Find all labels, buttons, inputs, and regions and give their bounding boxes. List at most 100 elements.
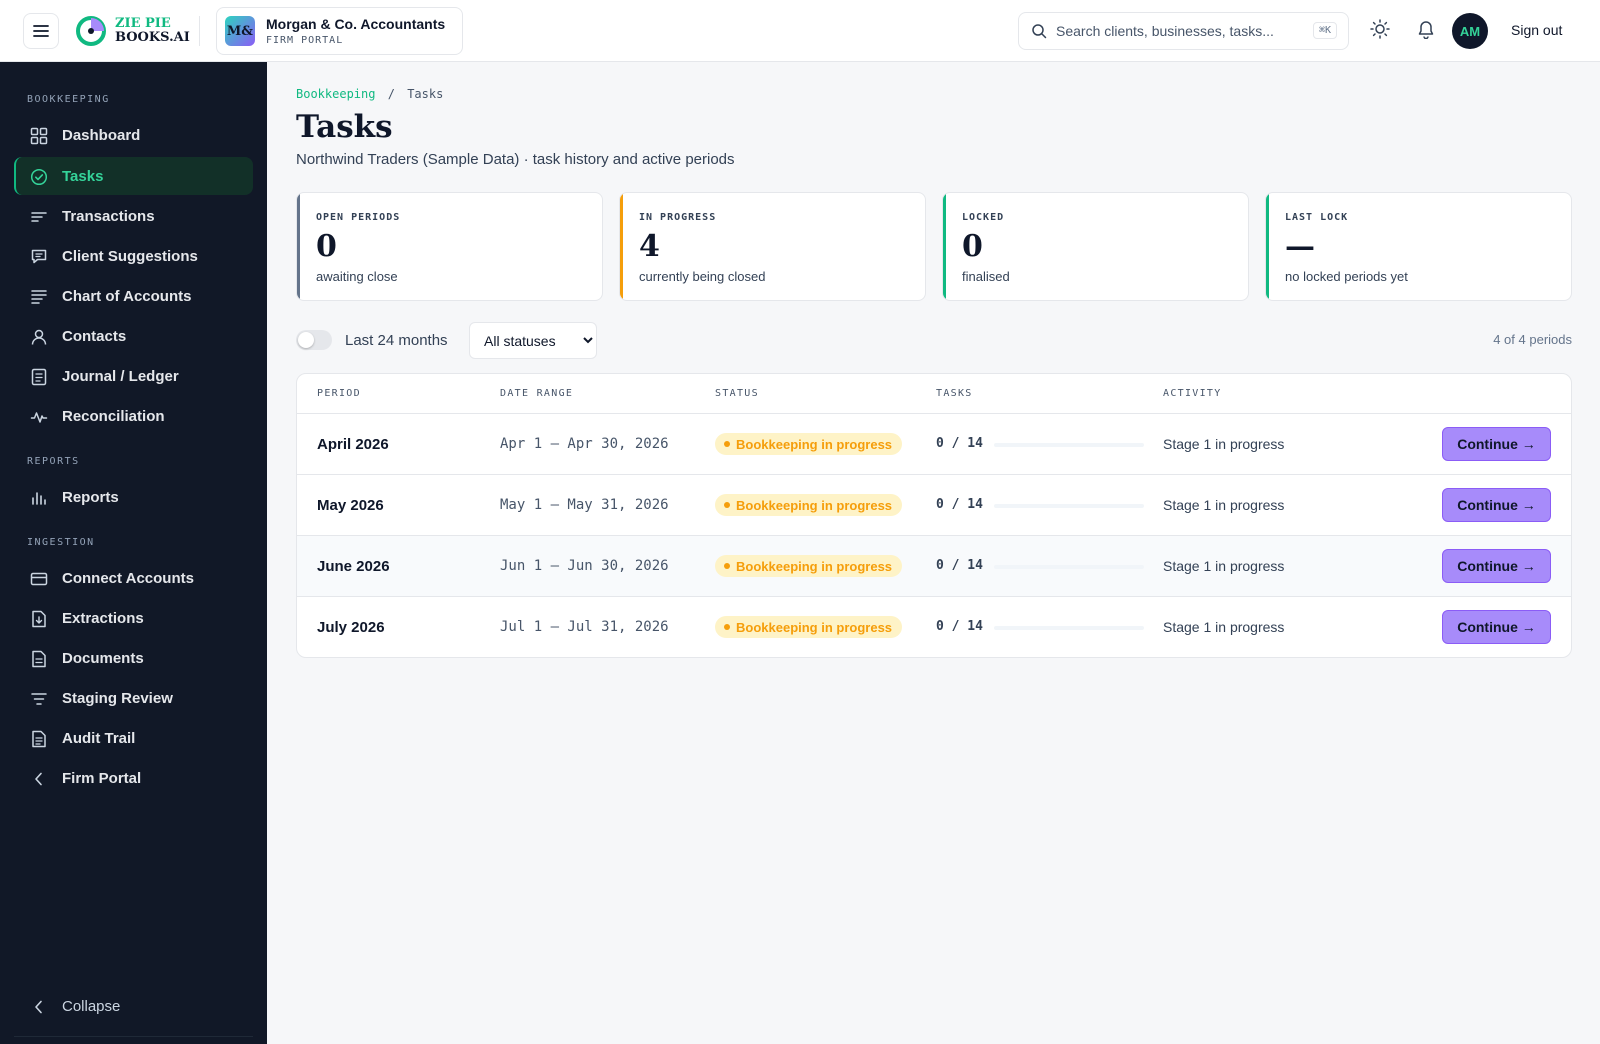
stat-locked: LOCKED 0 finalised (942, 192, 1249, 301)
section-reports: REPORTS (27, 456, 80, 467)
sidebar-item-staging-review[interactable]: Staging Review (14, 679, 253, 717)
task-count: 0 / 14 (936, 436, 983, 451)
sidebar-item-extractions[interactable]: Extractions (14, 599, 253, 637)
stat-note: awaiting close (316, 269, 398, 284)
sidebar-item-label: Contacts (62, 328, 127, 345)
firm-badge: M& (225, 16, 255, 46)
sidebar-item-dashboard[interactable]: Dashboard (14, 116, 253, 154)
sidebar-item-reconciliation[interactable]: Reconciliation (14, 397, 253, 435)
stat-label: LOCKED (962, 212, 1005, 223)
user-icon (31, 329, 47, 345)
breadcrumb-separator: / (387, 87, 395, 101)
stat-value: 0 (316, 229, 337, 264)
sidebar-item-client-suggestions[interactable]: Client Suggestions (14, 237, 253, 275)
sun-icon[interactable] (1370, 19, 1390, 39)
continue-button[interactable]: Continue → (1442, 549, 1551, 583)
chevron-left-icon (35, 772, 42, 786)
stat-accent (943, 193, 946, 300)
sidebar-item-audit-trail[interactable]: Audit Trail (14, 719, 253, 757)
stat-open-periods: OPEN PERIODS 0 awaiting close (296, 192, 603, 301)
stat-in-progress: IN PROGRESS 4 currently being closed (619, 192, 926, 301)
table-row[interactable]: July 2026 Jul 1 – Jul 31, 2026 Bookkeeping… (297, 597, 1571, 657)
table-header: PERIOD DATE RANGE STATUS TASKS ACTIVITY (297, 374, 1571, 414)
task-progress-bar (994, 626, 1144, 630)
table-row[interactable]: April 2026 Apr 1 – Apr 30, 2026 Bookkeepin… (297, 414, 1571, 475)
table-row[interactable]: June 2026 Jun 1 – Jun 30, 2026 Bookkeeping… (297, 536, 1571, 597)
table-row[interactable]: May 2026 May 1 – May 31, 2026 Bookkeeping … (297, 475, 1571, 536)
search-input[interactable] (1056, 21, 1306, 41)
bell-icon[interactable] (1417, 19, 1435, 39)
continue-button[interactable]: Continue → (1442, 610, 1551, 644)
sidebar-item-contacts[interactable]: Contacts (14, 317, 253, 355)
status-badge: Bookkeeping in progress (715, 433, 903, 455)
firm-name: Morgan & Co. Accountants (266, 16, 446, 32)
chevron-left-icon (35, 1000, 42, 1014)
task-count: 0 / 14 (936, 497, 983, 512)
activity-text: Stage 1 in progress (1163, 558, 1285, 574)
period-name: July 2026 (317, 619, 385, 636)
continue-button[interactable]: Continue → (1442, 427, 1551, 461)
stat-value: 0 (962, 229, 983, 264)
user-avatar[interactable]: AM (1452, 13, 1488, 49)
stat-note: currently being closed (639, 269, 766, 284)
stat-label: LAST LOCK (1285, 212, 1349, 223)
sidebar-item-chart-of-accounts[interactable]: Chart of Accounts (14, 277, 253, 315)
sidebar-item-label: Journal / Ledger (62, 368, 179, 385)
stat-accent (297, 193, 300, 300)
stat-accent (1266, 193, 1269, 300)
period-name: April 2026 (317, 436, 389, 453)
stat-label: OPEN PERIODS (316, 212, 401, 223)
sidebar-item-label: Transactions (62, 208, 155, 225)
sidebar-item-transactions[interactable]: Transactions (14, 197, 253, 235)
activity-text: Stage 1 in progress (1163, 619, 1285, 635)
column-header-status: STATUS (715, 388, 759, 399)
status-filter-select[interactable]: All statuses (469, 322, 597, 359)
status-text: Bookkeeping in progress (736, 619, 893, 635)
breadcrumb-current: Tasks (407, 87, 444, 101)
task-count: 0 / 14 (936, 558, 983, 573)
status-badge: Bookkeeping in progress (715, 616, 903, 638)
page-title: Tasks (296, 109, 393, 145)
last-24-months-toggle[interactable] (296, 330, 332, 350)
sidebar-item-reports[interactable]: Reports (14, 478, 253, 516)
status-dot-icon (724, 502, 730, 508)
sidebar-item-documents[interactable]: Documents (14, 639, 253, 677)
bar-chart-icon (32, 492, 46, 505)
top-header: ZIE PIE BOOKS.AI M& Morgan & Co. Account… (0, 0, 1600, 62)
breadcrumb-bookkeeping[interactable]: Bookkeeping (296, 87, 376, 101)
status-dot-icon (724, 624, 730, 630)
search-shortcut: ⌘K (1312, 22, 1337, 39)
column-header-date-range: DATE RANGE (500, 388, 574, 399)
stat-note: no locked periods yet (1285, 269, 1408, 284)
collapse-label: Collapse (62, 998, 121, 1015)
sidebar-item-label: Audit Trail (62, 730, 136, 747)
sidebar-item-tasks[interactable]: Tasks (14, 157, 253, 195)
sidebar: BOOKKEEPING Dashboard Tasks Transactions… (0, 62, 267, 1044)
global-search[interactable]: ⌘K (1018, 12, 1349, 50)
sidebar-item-journal-ledger[interactable]: Journal / Ledger (14, 357, 253, 395)
firm-switcher[interactable]: M& Morgan & Co. Accountants FIRM PORTAL (216, 7, 463, 55)
page-subtitle: Northwind Traders (Sample Data) · task h… (296, 151, 735, 168)
sidebar-item-label: Reports (62, 489, 119, 506)
task-progress-bar (994, 504, 1144, 508)
status-dot-icon (724, 441, 730, 447)
logo-pie-icon (76, 16, 106, 46)
app-logo[interactable]: ZIE PIE BOOKS.AI (75, 14, 190, 48)
search-icon (1032, 24, 1047, 39)
status-badge: Bookkeeping in progress (715, 494, 903, 516)
sign-out-button[interactable]: Sign out (1511, 22, 1563, 38)
stat-label: IN PROGRESS (639, 212, 717, 223)
menu-button[interactable] (23, 13, 59, 49)
lines-icon (31, 212, 47, 222)
sidebar-item-firm-portal[interactable]: Firm Portal (14, 759, 253, 797)
sidebar-item-label: Firm Portal (62, 770, 142, 787)
header-divider (199, 16, 200, 46)
sidebar-item-label: Reconciliation (62, 408, 165, 425)
collapse-button[interactable]: Collapse (14, 987, 253, 1025)
sidebar-item-connect-accounts[interactable]: Connect Accounts (14, 559, 253, 597)
task-progress-bar (994, 565, 1144, 569)
period-name: May 2026 (317, 497, 384, 514)
check-circle-icon (30, 168, 48, 186)
journal-icon (31, 368, 47, 386)
continue-button[interactable]: Continue → (1442, 488, 1551, 522)
